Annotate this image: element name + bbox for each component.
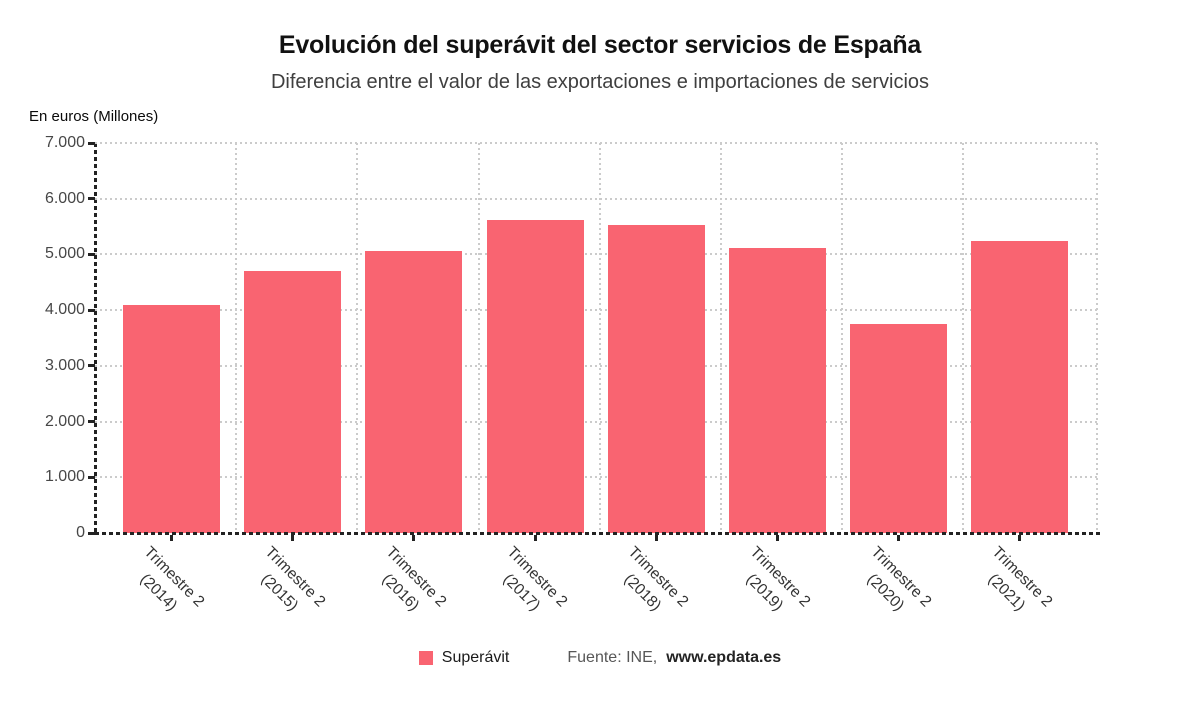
- x-axis-label: Trimestre 2 (2020): [849, 542, 936, 629]
- y-axis-title: En euros (Millones): [29, 108, 159, 125]
- x-axis-label: Trimestre 2 (2021): [970, 542, 1057, 629]
- y-axis-tick: [88, 252, 95, 256]
- y-axis-tick: [88, 475, 95, 479]
- bar-2014: [123, 304, 220, 533]
- bar-2019: [729, 247, 826, 533]
- bar-2018: [607, 225, 705, 533]
- x-axis-tick: [170, 535, 173, 541]
- y-axis-tick-label: 2.000: [44, 412, 85, 430]
- x-axis-label: Trimestre 2 (2018): [607, 542, 694, 629]
- bar-2021: [971, 240, 1069, 533]
- y-axis-tick-label: 5.000: [44, 245, 85, 263]
- x-axis-tick: [897, 535, 901, 541]
- y-axis-tick: [88, 420, 95, 424]
- x-axis-tick: [412, 535, 416, 541]
- chart-title: Evolución del superávit del sector servi…: [278, 31, 922, 59]
- gridline-vertical: [720, 143, 722, 533]
- gridline-horizontal: [95, 420, 1097, 423]
- x-axis-tick: [1018, 535, 1022, 541]
- y-axis-tick: [88, 364, 95, 368]
- x-axis-label: Trimestre 2 (2014): [122, 542, 209, 629]
- y-axis-tick: [88, 141, 95, 145]
- gridline-horizontal: [95, 476, 1097, 479]
- source-link: www.epdata.es: [666, 649, 782, 666]
- y-axis-tick-label: 4.000: [44, 301, 85, 319]
- y-axis-tick: [88, 197, 95, 201]
- x-axis-tick: [654, 535, 658, 541]
- legend-label: Superávit: [441, 649, 510, 666]
- source-caption: Fuente: INE, www.epdata.es: [567, 649, 781, 667]
- gridline-vertical: [598, 143, 601, 533]
- gridline-vertical: [841, 143, 844, 533]
- source-prefix: Fuente: INE,: [567, 649, 658, 666]
- bar-2015: [244, 270, 342, 533]
- legend-row: Superávit Fuente: INE, www.epdata.es: [0, 649, 1200, 667]
- x-axis-label: Trimestre 2 (2019): [728, 542, 815, 629]
- legend-swatch-icon: [418, 651, 433, 665]
- gridline-vertical: [356, 143, 359, 533]
- gridline-horizontal: [95, 197, 1097, 200]
- gridline-horizontal: [95, 364, 1097, 367]
- bar-2017: [486, 220, 584, 533]
- x-axis-label: Trimestre 2 (2017): [485, 542, 572, 629]
- x-axis-tick: [291, 535, 295, 541]
- y-axis-tick: [88, 531, 95, 535]
- bar-2016: [365, 251, 463, 533]
- x-axis-label: Trimestre 2 (2016): [364, 542, 451, 629]
- y-axis-tick-label: 7.000: [44, 134, 85, 151]
- legend-item-superavit: Superávit: [418, 649, 510, 667]
- y-axis-line: [94, 143, 97, 535]
- chart-subtitle: Diferencia entre el valor de las exporta…: [270, 71, 930, 93]
- gridline-vertical: [477, 143, 480, 533]
- gridline-vertical: [1096, 143, 1098, 533]
- gridline-vertical: [235, 143, 238, 533]
- y-axis-tick-label: 1.000: [44, 468, 85, 486]
- y-axis-tick: [88, 308, 95, 312]
- x-axis-tick: [776, 535, 779, 541]
- y-axis-tick-label: 6.000: [44, 189, 85, 207]
- gridline-vertical: [962, 143, 965, 533]
- gridline-horizontal: [95, 253, 1097, 256]
- x-axis-line: [95, 532, 1100, 535]
- gridline-horizontal: [95, 142, 1097, 144]
- gridline-horizontal: [95, 309, 1097, 312]
- y-axis-tick-label: 0: [76, 524, 85, 541]
- x-axis-label: Trimestre 2 (2015): [243, 542, 330, 629]
- bar-2020: [850, 323, 948, 533]
- y-axis-tick-label: 3.000: [44, 356, 85, 374]
- x-axis-tick: [533, 535, 537, 541]
